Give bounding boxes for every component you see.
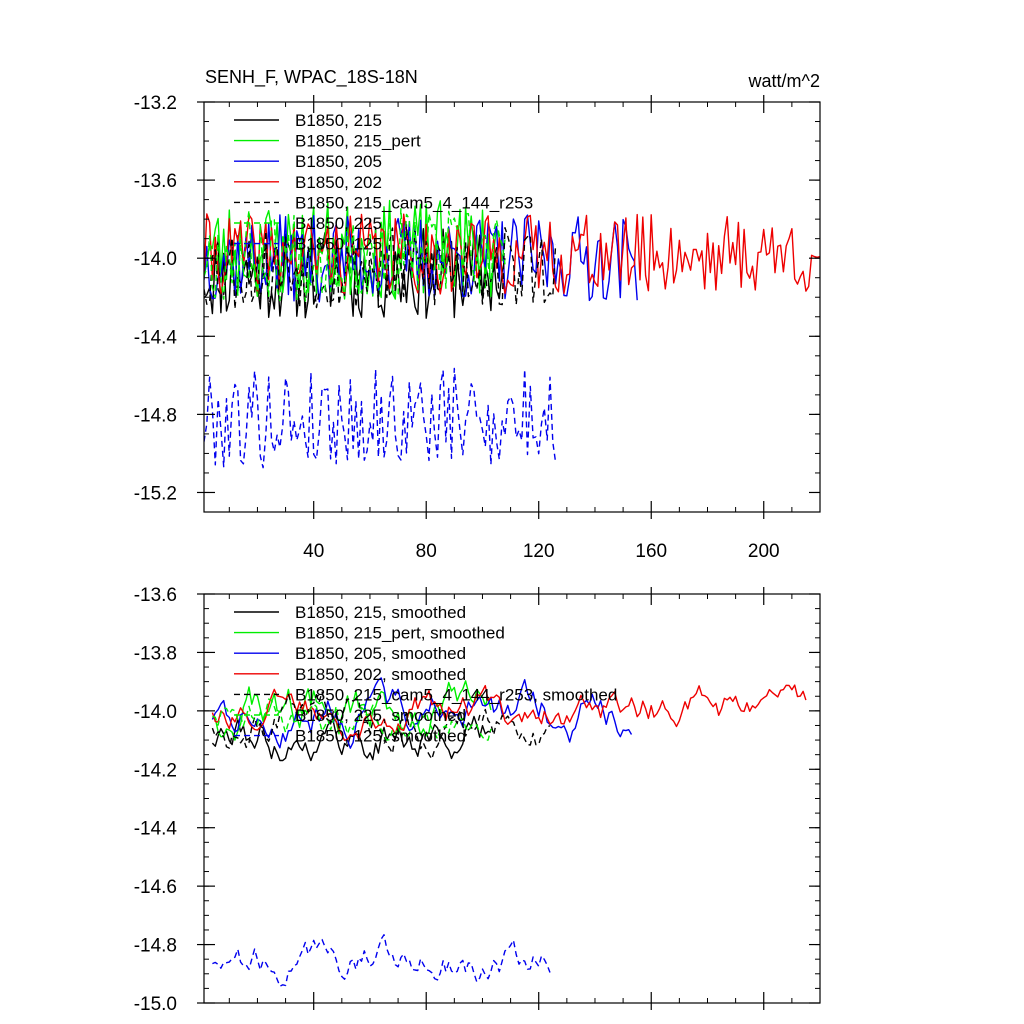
series-line-5: [204, 224, 557, 312]
legend: B1850, 215, smoothed B1850, 215_pert, smo…: [234, 603, 617, 746]
series-line-5: [211, 691, 551, 760]
figure-title: SENH_F, WPAC_18S-18N: [205, 67, 418, 88]
y-tick-label: -14.0: [134, 702, 177, 723]
y-tick-label: -15.2: [134, 483, 177, 504]
series-line-6: [204, 208, 506, 302]
bottom-panel-chart: -13.6 -13.8 -14.0 -14.2 -14.4 -14.6 -14.8 -15.0…: [134, 585, 821, 1015]
x-tick-label: 80: [416, 541, 437, 562]
y-tick-label: -14.8: [134, 405, 177, 426]
plot-area: [204, 199, 820, 469]
legend-label: B1850, 202, smoothed: [295, 665, 466, 684]
legend-label: B1850, 215_cam5_4_144_r253, smoothed: [295, 685, 617, 704]
y-tick-label: -14.8: [134, 936, 177, 957]
series-line-2: [212, 680, 492, 741]
y-tick-label: -13.6: [134, 585, 177, 606]
y-tick-label: -14.6: [134, 877, 177, 898]
series-line-6: [212, 698, 492, 741]
y-tick-label: -13.8: [134, 643, 177, 664]
x-tick-label: 200: [748, 541, 780, 562]
y-tick-label: -14.2: [134, 760, 177, 781]
legend-label: B1850, 215, smoothed: [295, 603, 466, 622]
x-tick-label: 160: [635, 541, 667, 562]
y-tick-label: -14.4: [134, 819, 178, 840]
plot-frame: [203, 101, 821, 513]
legend-label: B1850, 215: [295, 111, 382, 130]
x-tick-label: 120: [523, 541, 555, 562]
y-tick-label: -15.0: [134, 994, 177, 1015]
series-line-4: [204, 213, 820, 296]
series-line-3: [211, 677, 633, 749]
legend-label: B1850, 205, smoothed: [295, 644, 466, 663]
legend-label: B1850, 215_pert: [295, 132, 421, 151]
plot-area: [211, 677, 807, 987]
top-panel-chart: -13.2 -13.6 -14.0 -14.4 -14.8 -15.2 40 80 120 160…: [134, 93, 821, 562]
legend-label: B1850, 225: [295, 214, 382, 233]
series-line-7: [212, 934, 551, 987]
units-label: watt/m^2: [748, 71, 820, 91]
x-tick-label: 40: [303, 541, 324, 562]
legend-label: B1850, 202: [295, 173, 382, 192]
y-tick-label: -13.6: [134, 171, 177, 192]
legend-label: B1850, 215_pert, smoothed: [295, 624, 505, 643]
legend-label: B1850, 205: [295, 152, 382, 171]
series-line-1: [211, 715, 492, 762]
legend-label: B1850, 125: [295, 235, 382, 254]
y-tick-label: -14.4: [134, 327, 178, 348]
legend-label: B1850, 225, smoothed: [295, 706, 466, 725]
legend-label: B1850, 125, smoothed: [295, 727, 466, 746]
series-line-7: [204, 367, 557, 469]
y-tick-label: -13.2: [134, 93, 177, 114]
y-tick-label: -14.0: [134, 249, 177, 270]
legend-label: B1850, 215_cam5_4_144_r253: [295, 193, 533, 212]
